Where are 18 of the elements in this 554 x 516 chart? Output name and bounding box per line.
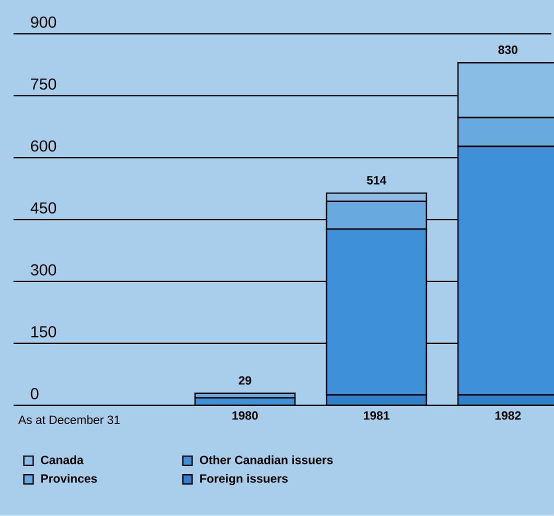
x-tick-label: 1981 [364,412,390,420]
total-label: 514 [366,176,386,185]
legend-label: Provinces [41,474,97,483]
legend-label: Canada [40,456,84,464]
legend-label: Other Canadian issuers [200,456,333,464]
y-tick-label: 600 [31,140,56,152]
x-tick-label: 1980 [232,412,258,420]
y-tick-label: 0 [30,388,38,400]
y-tick-label: 150 [31,326,56,338]
y-tick-label: 750 [31,78,56,90]
x-axis-title: As at December 31 [18,415,120,424]
y-tick-label: 450 [30,202,56,214]
total-label: 830 [498,46,518,54]
y-tick-label: 900 [30,16,56,28]
x-tick-label: 1982 [495,412,521,420]
legend-label: Foreign issuers [200,474,288,486]
y-tick-label: 300 [30,264,56,276]
total-label: 29 [238,376,252,385]
